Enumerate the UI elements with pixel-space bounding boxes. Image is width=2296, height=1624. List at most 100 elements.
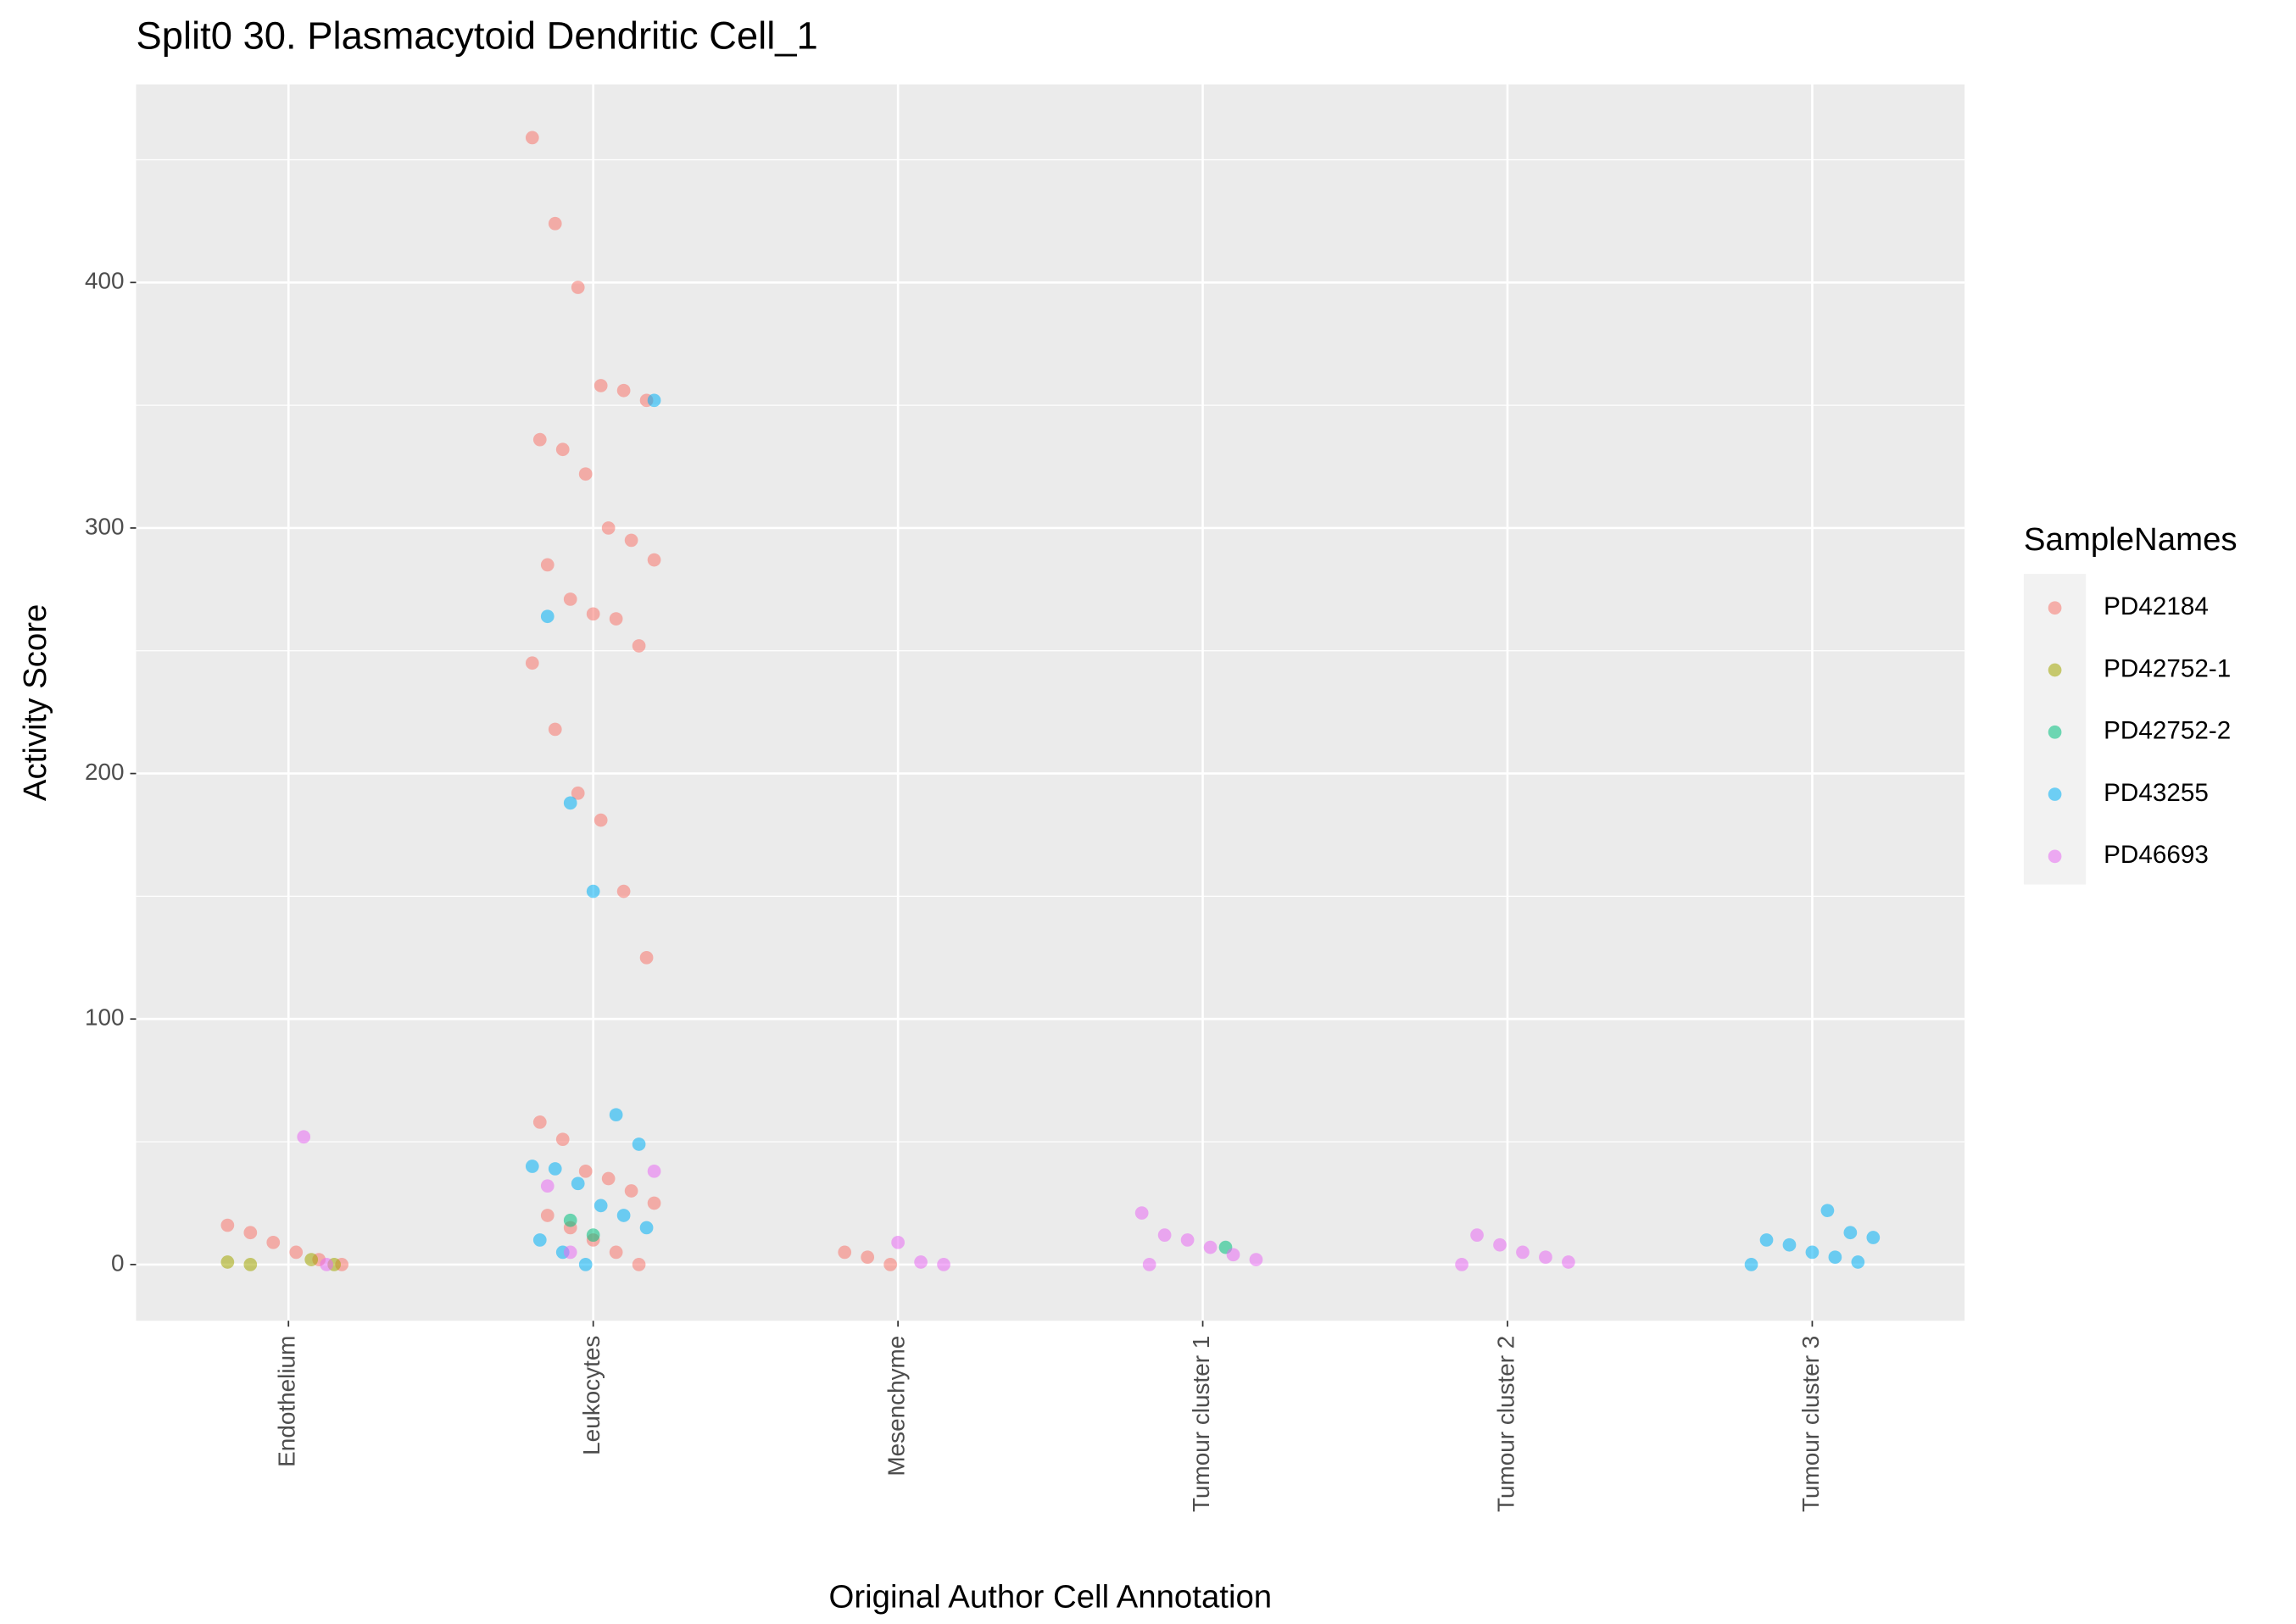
point [601, 521, 616, 535]
point [571, 786, 585, 800]
point [647, 1164, 661, 1178]
point [1866, 1231, 1881, 1244]
y-tick-label: 300 [85, 513, 125, 539]
point [548, 1162, 562, 1176]
point [1134, 1206, 1149, 1220]
y-tick-label: 200 [85, 759, 125, 785]
point [609, 1245, 623, 1260]
legend-label: PD46693 [2104, 841, 2209, 869]
point [1828, 1250, 1842, 1265]
point [609, 1108, 623, 1122]
point [525, 656, 539, 670]
point [1562, 1255, 1575, 1269]
point [624, 533, 638, 548]
legend-title: SampleNames [2024, 521, 2237, 558]
point [891, 1235, 905, 1249]
point [1759, 1233, 1774, 1247]
point [632, 1258, 646, 1271]
chart-title: Split0 30. Plasmacytoid Dendritic Cell_1 [137, 14, 818, 57]
point [594, 1199, 608, 1213]
point [304, 1253, 319, 1266]
y-tick-label: 0 [111, 1249, 125, 1276]
point [1142, 1258, 1156, 1271]
point [532, 432, 547, 447]
x-tick-label: Tumour cluster 2 [1492, 1336, 1519, 1512]
point [639, 950, 654, 965]
point [555, 1132, 570, 1147]
legend-label: PD42184 [2104, 592, 2209, 620]
point [616, 383, 631, 398]
legend-label: PD42752-2 [2104, 717, 2231, 745]
x-tick-label: Endothelium [274, 1336, 300, 1467]
point [616, 1209, 631, 1222]
point [220, 1255, 235, 1269]
point [243, 1258, 258, 1271]
point [525, 1160, 539, 1173]
x-tick-label: Leukocytes [578, 1336, 605, 1455]
point [563, 1245, 577, 1260]
point [616, 884, 631, 898]
point [563, 796, 577, 810]
point [937, 1258, 950, 1271]
point [540, 558, 554, 572]
panel [136, 84, 1965, 1321]
point [586, 1228, 600, 1242]
y-tick-label: 100 [85, 1004, 125, 1031]
point [632, 639, 646, 653]
point [1203, 1240, 1218, 1254]
point [1249, 1253, 1263, 1266]
point [1782, 1237, 1797, 1252]
point [555, 442, 570, 457]
point [220, 1218, 235, 1232]
legend-key [2048, 849, 2062, 864]
point [571, 1176, 585, 1191]
point [1470, 1228, 1484, 1242]
point [525, 131, 539, 145]
point [861, 1250, 875, 1265]
point [647, 393, 661, 408]
point [586, 884, 600, 898]
point [578, 467, 593, 481]
point [1226, 1248, 1240, 1262]
x-tick-label: Tumour cluster 3 [1797, 1336, 1824, 1512]
legend-label: PD43255 [2104, 779, 2209, 807]
point [578, 1164, 593, 1178]
point [266, 1235, 281, 1249]
point [1493, 1237, 1507, 1252]
point [1805, 1245, 1820, 1260]
point [548, 216, 562, 231]
point [320, 1258, 334, 1271]
legend-label: PD42752-1 [2104, 654, 2231, 682]
point [1539, 1250, 1552, 1265]
point [243, 1226, 258, 1240]
point [1455, 1258, 1468, 1271]
point [594, 379, 608, 392]
point [1843, 1226, 1858, 1240]
point [532, 1233, 547, 1247]
point [563, 592, 577, 606]
point [586, 607, 600, 621]
point [540, 1179, 554, 1193]
point [1820, 1204, 1835, 1218]
legend-key [2048, 787, 2062, 801]
x-axis-title: Original Author Cell Annotation [829, 1578, 1273, 1615]
point [297, 1130, 311, 1144]
point [594, 813, 608, 827]
point [1180, 1233, 1195, 1247]
legend-key [2048, 601, 2062, 615]
point [647, 553, 661, 567]
point [914, 1255, 928, 1269]
point [1516, 1245, 1530, 1260]
point [601, 1171, 616, 1186]
point [548, 722, 562, 737]
point [838, 1245, 852, 1260]
point [1851, 1255, 1865, 1269]
point [883, 1258, 897, 1271]
point [540, 609, 554, 624]
y-axis-title: Activity Score [17, 604, 53, 801]
point [578, 1258, 593, 1271]
point [639, 1221, 654, 1235]
legend-key [2048, 663, 2062, 677]
point [1157, 1228, 1172, 1242]
